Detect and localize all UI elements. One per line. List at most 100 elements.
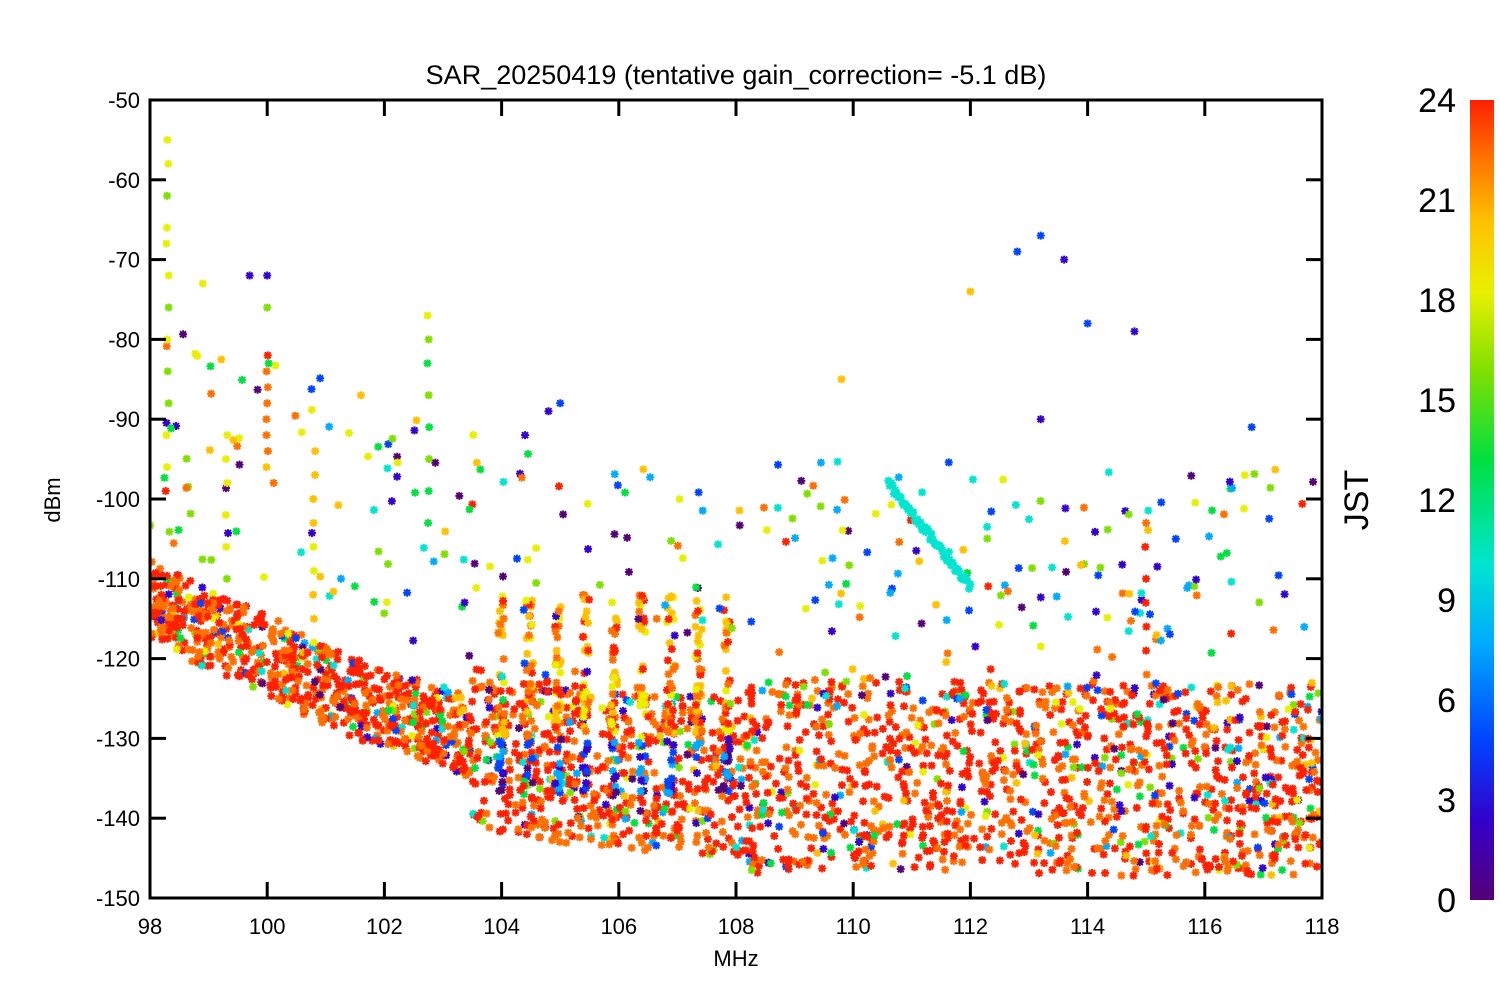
- noise-floor-point: [1227, 796, 1236, 805]
- noise-floor-point: [389, 714, 398, 723]
- noise-floor-point: [684, 785, 693, 794]
- noise-floor-point: [428, 716, 437, 725]
- ridge-point: [720, 752, 729, 761]
- noise-floor-point: [273, 655, 282, 664]
- scatter-point: [633, 683, 642, 692]
- noise-floor-point: [187, 623, 196, 632]
- scatter-point: [1274, 571, 1283, 580]
- noise-floor-point: [963, 766, 972, 775]
- noise-floor-point: [958, 783, 967, 792]
- noise-floor-point: [925, 708, 934, 717]
- noise-floor-point: [504, 757, 513, 766]
- noise-floor-point: [181, 581, 190, 590]
- noise-floor-point: [189, 607, 198, 616]
- noise-floor-point: [1257, 712, 1266, 721]
- noise-floor-point: [1251, 749, 1260, 758]
- noise-floor-point: [716, 764, 725, 773]
- noise-floor-point: [700, 783, 709, 792]
- noise-floor-point: [410, 744, 419, 753]
- noise-floor-point: [1099, 850, 1108, 859]
- noise-floor-point: [909, 704, 918, 713]
- noise-floor-point: [190, 595, 199, 604]
- noise-floor-point: [801, 728, 810, 737]
- noise-floor-point: [942, 817, 951, 826]
- noise-floor-point: [1133, 710, 1142, 719]
- ridge-point: [556, 690, 565, 699]
- noise-floor-point: [317, 653, 326, 662]
- noise-floor-point: [818, 864, 827, 873]
- noise-floor-point: [1051, 703, 1060, 712]
- noise-floor-point: [850, 826, 859, 835]
- spike-point: [263, 399, 272, 408]
- noise-floor-point: [1129, 758, 1138, 767]
- noise-floor-point: [836, 791, 845, 800]
- noise-floor-point: [1174, 689, 1183, 698]
- noise-floor-point: [683, 724, 692, 733]
- noise-floor-point: [593, 821, 602, 830]
- noise-floor-point: [1054, 752, 1063, 761]
- noise-floor-point: [670, 786, 679, 795]
- noise-floor-point: [1278, 717, 1287, 726]
- noise-floor-point: [385, 691, 394, 700]
- noise-floor-point: [1100, 753, 1109, 762]
- noise-floor-point: [749, 841, 758, 850]
- scatter-point: [1062, 567, 1071, 576]
- noise-floor-point: [474, 748, 483, 757]
- noise-floor-point: [707, 847, 716, 856]
- spike-point: [1142, 670, 1151, 679]
- ridge-point: [578, 591, 587, 600]
- noise-floor-point: [1046, 848, 1055, 857]
- noise-floor-point: [229, 621, 238, 630]
- noise-floor-point: [1100, 687, 1109, 696]
- noise-floor-point: [417, 727, 426, 736]
- noise-floor-point: [400, 691, 409, 700]
- ridge-point: [695, 689, 704, 698]
- scatter-point: [1151, 679, 1160, 688]
- noise-floor-point: [455, 758, 464, 767]
- noise-floor-point: [906, 830, 915, 839]
- ridge-point: [528, 778, 537, 787]
- noise-floor-point: [1212, 772, 1221, 781]
- scatter-point: [1163, 685, 1172, 694]
- scatter-point: [942, 616, 951, 625]
- noise-floor-point: [563, 755, 572, 764]
- ridge-point: [636, 696, 645, 705]
- noise-floor-point: [616, 803, 625, 812]
- noise-floor-point: [797, 820, 806, 829]
- noise-floor-point: [1070, 863, 1079, 872]
- noise-floor-point: [165, 619, 174, 628]
- ridge-point: [665, 638, 674, 647]
- ridge-point: [668, 684, 677, 693]
- noise-floor-point: [329, 661, 338, 670]
- noise-floor-point: [298, 648, 307, 657]
- noise-floor-point: [318, 685, 327, 694]
- ridge-point: [724, 735, 733, 744]
- scatter-point: [1089, 676, 1098, 685]
- noise-floor-point: [651, 720, 660, 729]
- scatter-point: [726, 699, 735, 708]
- noise-floor-point: [694, 806, 703, 815]
- scatter-point: [429, 557, 438, 566]
- scatter-point: [942, 657, 951, 666]
- noise-floor-point: [486, 738, 495, 747]
- noise-floor-point: [619, 706, 628, 715]
- noise-floor-point: [303, 648, 312, 657]
- noise-floor-point: [535, 784, 544, 793]
- noise-floor-point: [631, 692, 640, 701]
- noise-floor-point: [712, 756, 721, 765]
- noise-floor-point: [158, 594, 167, 603]
- outlier-point: [1247, 423, 1256, 432]
- ridge-point: [637, 776, 646, 785]
- noise-floor-point: [515, 756, 524, 765]
- ridge-point: [610, 668, 619, 677]
- noise-floor-point: [320, 675, 329, 684]
- noise-floor-point: [598, 762, 607, 771]
- noise-floor-point: [1047, 788, 1056, 797]
- noise-floor-point: [814, 821, 823, 830]
- ridge-point: [609, 643, 618, 652]
- noise-floor-point: [1114, 730, 1123, 739]
- noise-floor-point: [395, 739, 404, 748]
- scatter-point: [1222, 549, 1231, 558]
- noise-floor-point: [391, 737, 400, 746]
- noise-floor-point: [505, 686, 514, 695]
